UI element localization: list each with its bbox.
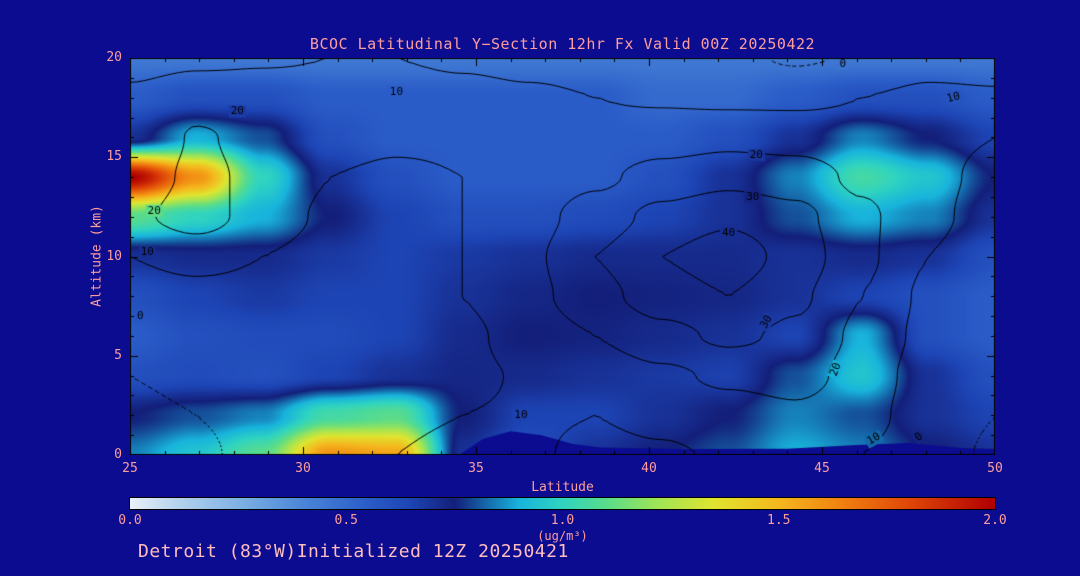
colorbar-tick-label: 1.0 (550, 513, 575, 528)
x-tick-label: 40 (641, 461, 657, 476)
footer-text: Detroit (83°W)Initialized 12Z 20250421 (138, 541, 569, 562)
colorbar-tick-label: 2.0 (983, 513, 1007, 528)
colorbar (129, 497, 996, 510)
colorbar-tick-label: 1.5 (767, 513, 791, 528)
y-tick-label: 5 (114, 347, 122, 363)
colorbar-tick-label: 0.5 (334, 513, 358, 528)
y-tick-label: 0 (114, 447, 122, 462)
x-tick-label: 45 (814, 461, 830, 476)
y-tick-label: 15 (106, 149, 122, 165)
x-axis-label: Latitude (531, 480, 594, 495)
colorbar-tick-label: 0.0 (118, 513, 142, 528)
x-tick-label: 50 (987, 461, 1003, 476)
colorbar-unit-label: (ug/m³) (537, 529, 588, 543)
x-tick-label: 25 (122, 461, 138, 476)
x-tick-label: 30 (295, 461, 311, 476)
y-tick-label: 20 (106, 50, 122, 65)
x-tick-label: 35 (468, 461, 484, 476)
y-tick-label: 10 (106, 248, 122, 264)
chart-title: BCOC Latitudinal Y−Section 12hr Fx Valid… (309, 35, 816, 53)
contour-plot-canvas (130, 58, 995, 455)
